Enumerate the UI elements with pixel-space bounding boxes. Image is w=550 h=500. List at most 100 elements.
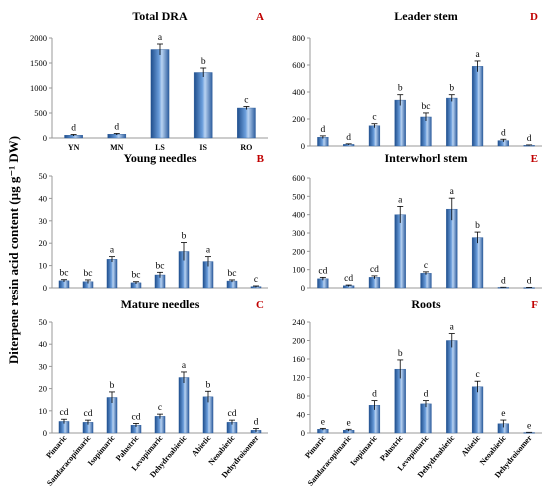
- bar: [446, 97, 458, 147]
- panel-letter: C: [256, 299, 264, 311]
- panel-letter: A: [256, 11, 264, 23]
- significance-label: c: [372, 113, 376, 123]
- chart-panel-d: Leader stem D 0 200 400 600 800 d d c b bc b a d d: [292, 9, 542, 151]
- panel-title: Leader stem: [394, 9, 457, 23]
- y-tick-label: 160: [292, 354, 305, 364]
- category-label: MN: [110, 143, 124, 152]
- significance-label: b: [475, 221, 480, 231]
- significance-label: c: [254, 275, 258, 285]
- y-tick-label: 1000: [30, 83, 47, 93]
- significance-label: e: [501, 409, 505, 419]
- significance-label: b: [182, 232, 187, 242]
- panel-title: Young needles: [123, 151, 196, 165]
- category-label: Sandaracopimaric: [45, 433, 93, 487]
- bar: [394, 99, 406, 147]
- significance-label: d: [346, 133, 351, 143]
- bar: [106, 259, 118, 289]
- significance-label: b: [206, 380, 211, 390]
- y-tick-label: 10: [39, 406, 48, 416]
- chart-panel-e: Interwhorl stem E0100200300400500600cdcdc…: [292, 151, 542, 293]
- y-tick-label: 800: [292, 33, 305, 43]
- significance-label: d: [254, 418, 259, 428]
- y-axis-label: Diterpene resin acid content (µg g⁻¹ DW): [6, 136, 21, 364]
- significance-label: cd: [60, 408, 69, 418]
- significance-label: bc: [132, 271, 141, 281]
- y-tick-label: 0: [43, 428, 47, 438]
- y-tick-label: 0: [43, 133, 47, 143]
- significance-label: c: [475, 370, 479, 380]
- y-tick-label: 30: [39, 361, 48, 371]
- y-tick-label: 40: [297, 410, 306, 420]
- y-tick-label: 200: [292, 114, 305, 124]
- chart-panel-a: Total DRA A 0 500 1000 1500 2000 d YN d MN a LS b IS c R…: [30, 9, 268, 152]
- bar: [193, 72, 213, 139]
- significance-label: a: [182, 361, 187, 371]
- y-tick-label: 50: [39, 171, 48, 181]
- y-tick-label: 240: [292, 317, 305, 327]
- panels: Total DRA A0500100015002000dYNdMNaLSbIScR…: [30, 9, 542, 488]
- y-tick-label: 200: [292, 246, 305, 256]
- y-tick-label: 400: [292, 87, 305, 97]
- category-label: Abietic: [190, 433, 213, 458]
- panel-letter: B: [257, 153, 265, 165]
- y-tick-label: 300: [292, 228, 305, 238]
- y-tick-label: 1500: [30, 58, 47, 68]
- significance-label: a: [158, 33, 163, 43]
- significance-label: cd: [132, 412, 141, 422]
- y-tick-label: 600: [292, 173, 305, 183]
- significance-label: bc: [422, 102, 431, 112]
- significance-label: e: [321, 417, 325, 427]
- panel-title: Roots: [411, 297, 441, 311]
- significance-label: bc: [156, 261, 165, 271]
- bar: [420, 273, 432, 289]
- category-label: RO: [240, 143, 252, 152]
- panel-title: Total DRA: [132, 9, 188, 23]
- bar: [446, 340, 458, 434]
- bar: [420, 116, 432, 147]
- significance-label: d: [501, 276, 506, 286]
- y-tick-label: 100: [292, 265, 305, 275]
- panel-letter: E: [531, 153, 538, 165]
- y-tick-label: 40: [39, 193, 48, 203]
- bar: [368, 277, 381, 289]
- significance-label: e: [347, 418, 351, 428]
- y-tick-label: 80: [297, 391, 306, 401]
- y-tick-label: 50: [39, 317, 48, 327]
- bar: [471, 237, 484, 289]
- significance-label: d: [321, 125, 326, 135]
- significance-label: d: [527, 276, 532, 286]
- significance-label: bc: [84, 269, 93, 279]
- y-tick-label: 30: [39, 216, 48, 226]
- y-tick-label: 0: [43, 283, 47, 293]
- bar: [178, 377, 190, 434]
- y-tick-label: 600: [292, 60, 305, 70]
- significance-label: bc: [228, 269, 237, 279]
- y-tick-label: 0: [301, 283, 305, 293]
- category-label: IS: [199, 143, 207, 152]
- panel-title: Mature needles: [121, 297, 200, 311]
- bar: [237, 107, 256, 139]
- significance-label: a: [475, 50, 480, 60]
- category-label: Palustric: [378, 433, 405, 463]
- significance-label: b: [201, 57, 206, 67]
- bar: [420, 403, 432, 434]
- significance-label: a: [450, 187, 455, 197]
- y-tick-label: 0: [301, 428, 305, 438]
- significance-label: cd: [318, 266, 327, 276]
- bar: [394, 368, 406, 434]
- significance-label: b: [110, 381, 115, 391]
- significance-label: d: [372, 390, 377, 400]
- significance-label: cd: [370, 265, 379, 275]
- significance-label: e: [527, 421, 531, 431]
- significance-label: c: [158, 403, 162, 413]
- panel-title: Interwhorl stem: [385, 151, 468, 165]
- y-tick-label: 500: [292, 191, 305, 201]
- significance-label: cd: [344, 274, 353, 284]
- y-tick-label: 120: [292, 373, 305, 383]
- significance-label: cd: [84, 409, 93, 419]
- chart-panel-f: Roots F04080120160200240ePimariceSandarac…: [292, 297, 542, 488]
- category-label: Abietic: [459, 433, 482, 458]
- significance-label: a: [398, 195, 403, 205]
- significance-label: a: [450, 323, 455, 333]
- significance-label: bc: [60, 269, 69, 279]
